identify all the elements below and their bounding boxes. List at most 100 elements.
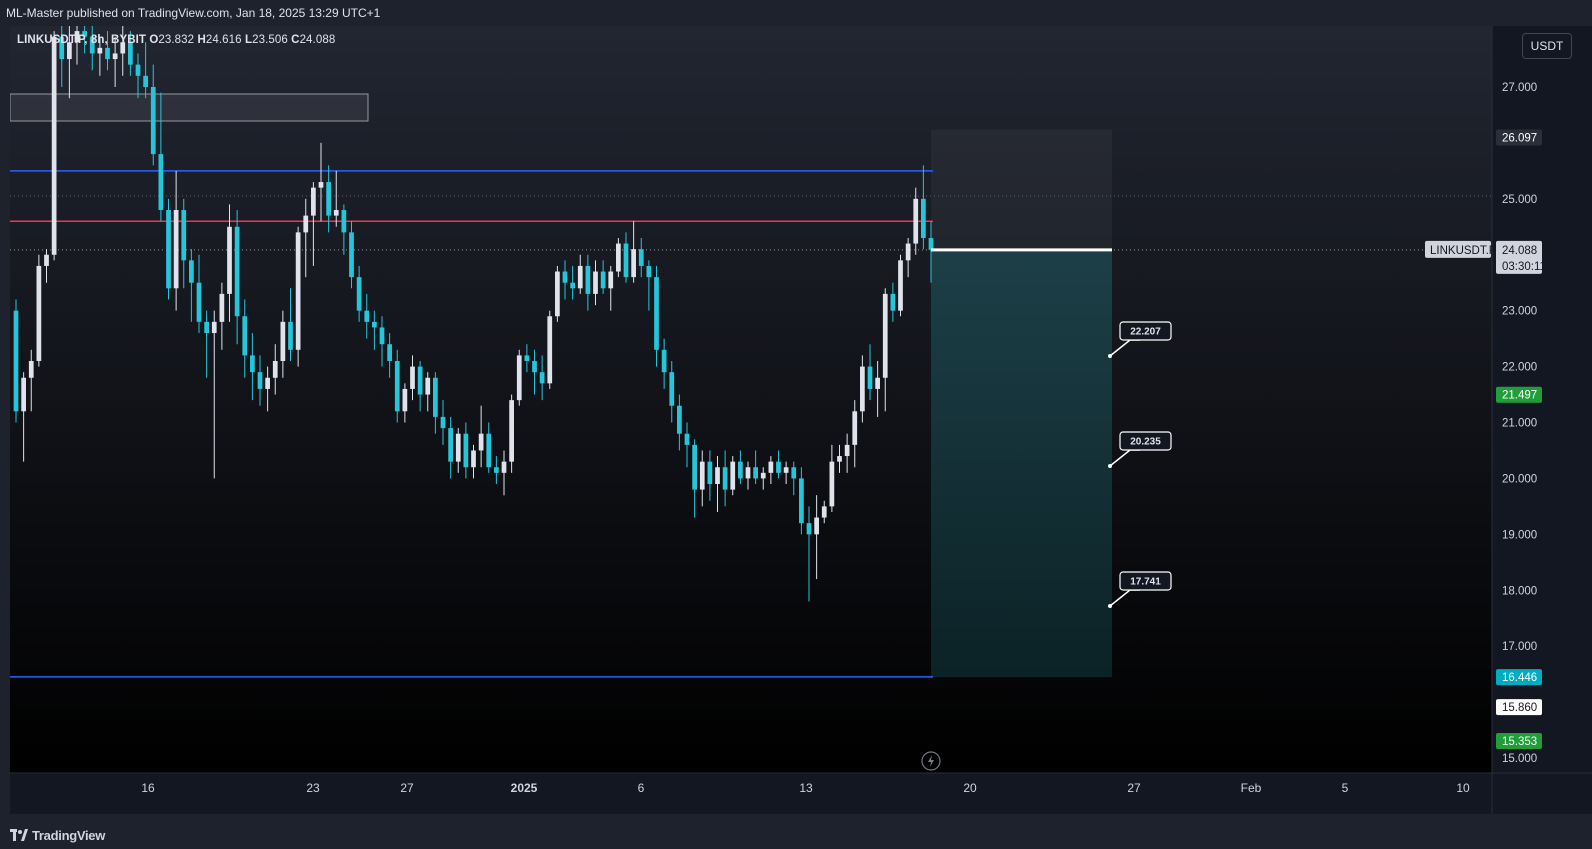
candle-body-14 bbox=[120, 42, 126, 54]
candle-body-74 bbox=[577, 265, 583, 289]
candle-26 bbox=[211, 310, 217, 479]
overlay-layer: 22.207 20.235 17.741 bbox=[921, 248, 1172, 771]
last-price-badge: LINKUSDT.P 24.088 03:30:11 bbox=[1425, 240, 1546, 274]
candle-23 bbox=[189, 249, 194, 322]
candle-body-52 bbox=[410, 366, 415, 389]
legend-low-label: L bbox=[244, 34, 253, 46]
target-box-1 bbox=[1119, 431, 1172, 451]
candle-body-91 bbox=[707, 461, 713, 485]
candle-body-72 bbox=[562, 271, 568, 283]
candle-5 bbox=[51, 31, 57, 261]
tradingview-wordmark: TradingView bbox=[32, 828, 106, 843]
candle-37 bbox=[295, 226, 301, 367]
legend-low: 23.506 bbox=[252, 34, 288, 46]
publish-info-text: ML-Master published on TradingView.com, … bbox=[6, 6, 381, 20]
candle-body-38 bbox=[303, 215, 309, 233]
tradingview-brand[interactable]: TradingView bbox=[10, 828, 105, 843]
candle-100 bbox=[776, 450, 781, 479]
candle-50 bbox=[394, 349, 400, 423]
candle-body-70 bbox=[547, 316, 553, 384]
candle-body-109 bbox=[844, 444, 850, 457]
candle-body-60 bbox=[471, 450, 476, 468]
risk-zone[interactable] bbox=[931, 129, 1112, 250]
candle-91 bbox=[707, 450, 713, 501]
candle-68 bbox=[532, 349, 537, 395]
candle-body-26 bbox=[211, 321, 217, 334]
target-callout-0[interactable]: 22.207 bbox=[1108, 321, 1172, 358]
lightning-icon[interactable] bbox=[921, 751, 941, 771]
target-box-0 bbox=[1119, 321, 1172, 341]
candle-81 bbox=[631, 221, 636, 283]
candle-61 bbox=[478, 405, 484, 468]
candle-39 bbox=[311, 182, 316, 266]
candle-body-119 bbox=[921, 198, 926, 238]
price-axis[interactable]: 27.00025.00024.00023.00022.00021.00020.0… bbox=[1425, 82, 1546, 765]
price-tick-1: 25.000 bbox=[1502, 194, 1537, 206]
candle-body-96 bbox=[745, 467, 751, 479]
candle-body-49 bbox=[387, 344, 392, 361]
supply-zone-box[interactable] bbox=[10, 93, 369, 122]
candle-body-97 bbox=[753, 467, 758, 479]
candle-body-107 bbox=[829, 461, 835, 507]
legend-high-label: H bbox=[197, 34, 206, 46]
candle-body-48 bbox=[379, 327, 385, 345]
candle-body-68 bbox=[532, 360, 537, 373]
currency-button[interactable]: USDT bbox=[1522, 33, 1572, 59]
candle-body-18 bbox=[150, 87, 156, 155]
candle-body-99 bbox=[768, 461, 774, 473]
candle-104 bbox=[806, 506, 812, 602]
candle-101 bbox=[783, 461, 789, 485]
candle-body-117 bbox=[905, 243, 911, 261]
candle-14 bbox=[120, 26, 126, 76]
candle-85 bbox=[661, 338, 667, 389]
candle-body-73 bbox=[570, 282, 575, 289]
candle-64 bbox=[501, 450, 507, 496]
last-price-symbol-bg bbox=[1425, 240, 1491, 258]
candle-body-36 bbox=[288, 321, 293, 350]
target-anchor-1 bbox=[1108, 464, 1112, 468]
last-price-value-bg bbox=[1496, 240, 1542, 274]
candle-body-102 bbox=[791, 467, 797, 479]
candle-71 bbox=[555, 265, 560, 322]
price-tick-0: 27.000 bbox=[1502, 82, 1537, 94]
candle-body-6 bbox=[59, 36, 65, 60]
time-axis[interactable]: 16 23 27 2025 6 13 20 27 Feb 5 10 bbox=[141, 781, 1470, 795]
candle-body-92 bbox=[715, 467, 720, 485]
candle-body-55 bbox=[433, 377, 438, 417]
candle-70 bbox=[547, 310, 553, 389]
target-box-2 bbox=[1119, 571, 1172, 591]
reward-zone[interactable] bbox=[931, 249, 1112, 678]
candle-35 bbox=[280, 310, 286, 378]
candle-34 bbox=[272, 344, 278, 395]
candle-body-100 bbox=[776, 461, 781, 473]
candle-103 bbox=[799, 467, 804, 535]
time-tick-6: 20 bbox=[963, 781, 977, 795]
candle-0 bbox=[13, 299, 19, 423]
candle-17 bbox=[143, 42, 148, 99]
candle-96 bbox=[745, 461, 751, 490]
candle-body-65 bbox=[509, 400, 514, 462]
candle-9 bbox=[82, 26, 87, 54]
candle-body-82 bbox=[638, 249, 644, 266]
candle-body-15 bbox=[128, 42, 133, 65]
candle-body-33 bbox=[265, 377, 270, 389]
candle-body-104 bbox=[806, 523, 812, 535]
legend-close-label: C bbox=[291, 34, 300, 46]
candle-84 bbox=[654, 265, 659, 367]
candle-body-24 bbox=[196, 282, 202, 322]
candle-74 bbox=[577, 254, 583, 294]
candle-body-87 bbox=[677, 405, 682, 434]
price-tick-7: 19.000 bbox=[1502, 529, 1537, 541]
candle-15 bbox=[128, 31, 133, 76]
target-callout-2[interactable]: 17.741 bbox=[1108, 571, 1172, 608]
target-callout-1[interactable]: 20.235 bbox=[1108, 431, 1172, 468]
candle-6 bbox=[59, 26, 65, 87]
candle-60 bbox=[471, 444, 476, 479]
candle-body-84 bbox=[654, 277, 659, 350]
candle-body-94 bbox=[730, 461, 736, 490]
candle-24 bbox=[196, 254, 202, 334]
candle-body-19 bbox=[158, 154, 164, 211]
candle-body-7 bbox=[67, 42, 72, 60]
